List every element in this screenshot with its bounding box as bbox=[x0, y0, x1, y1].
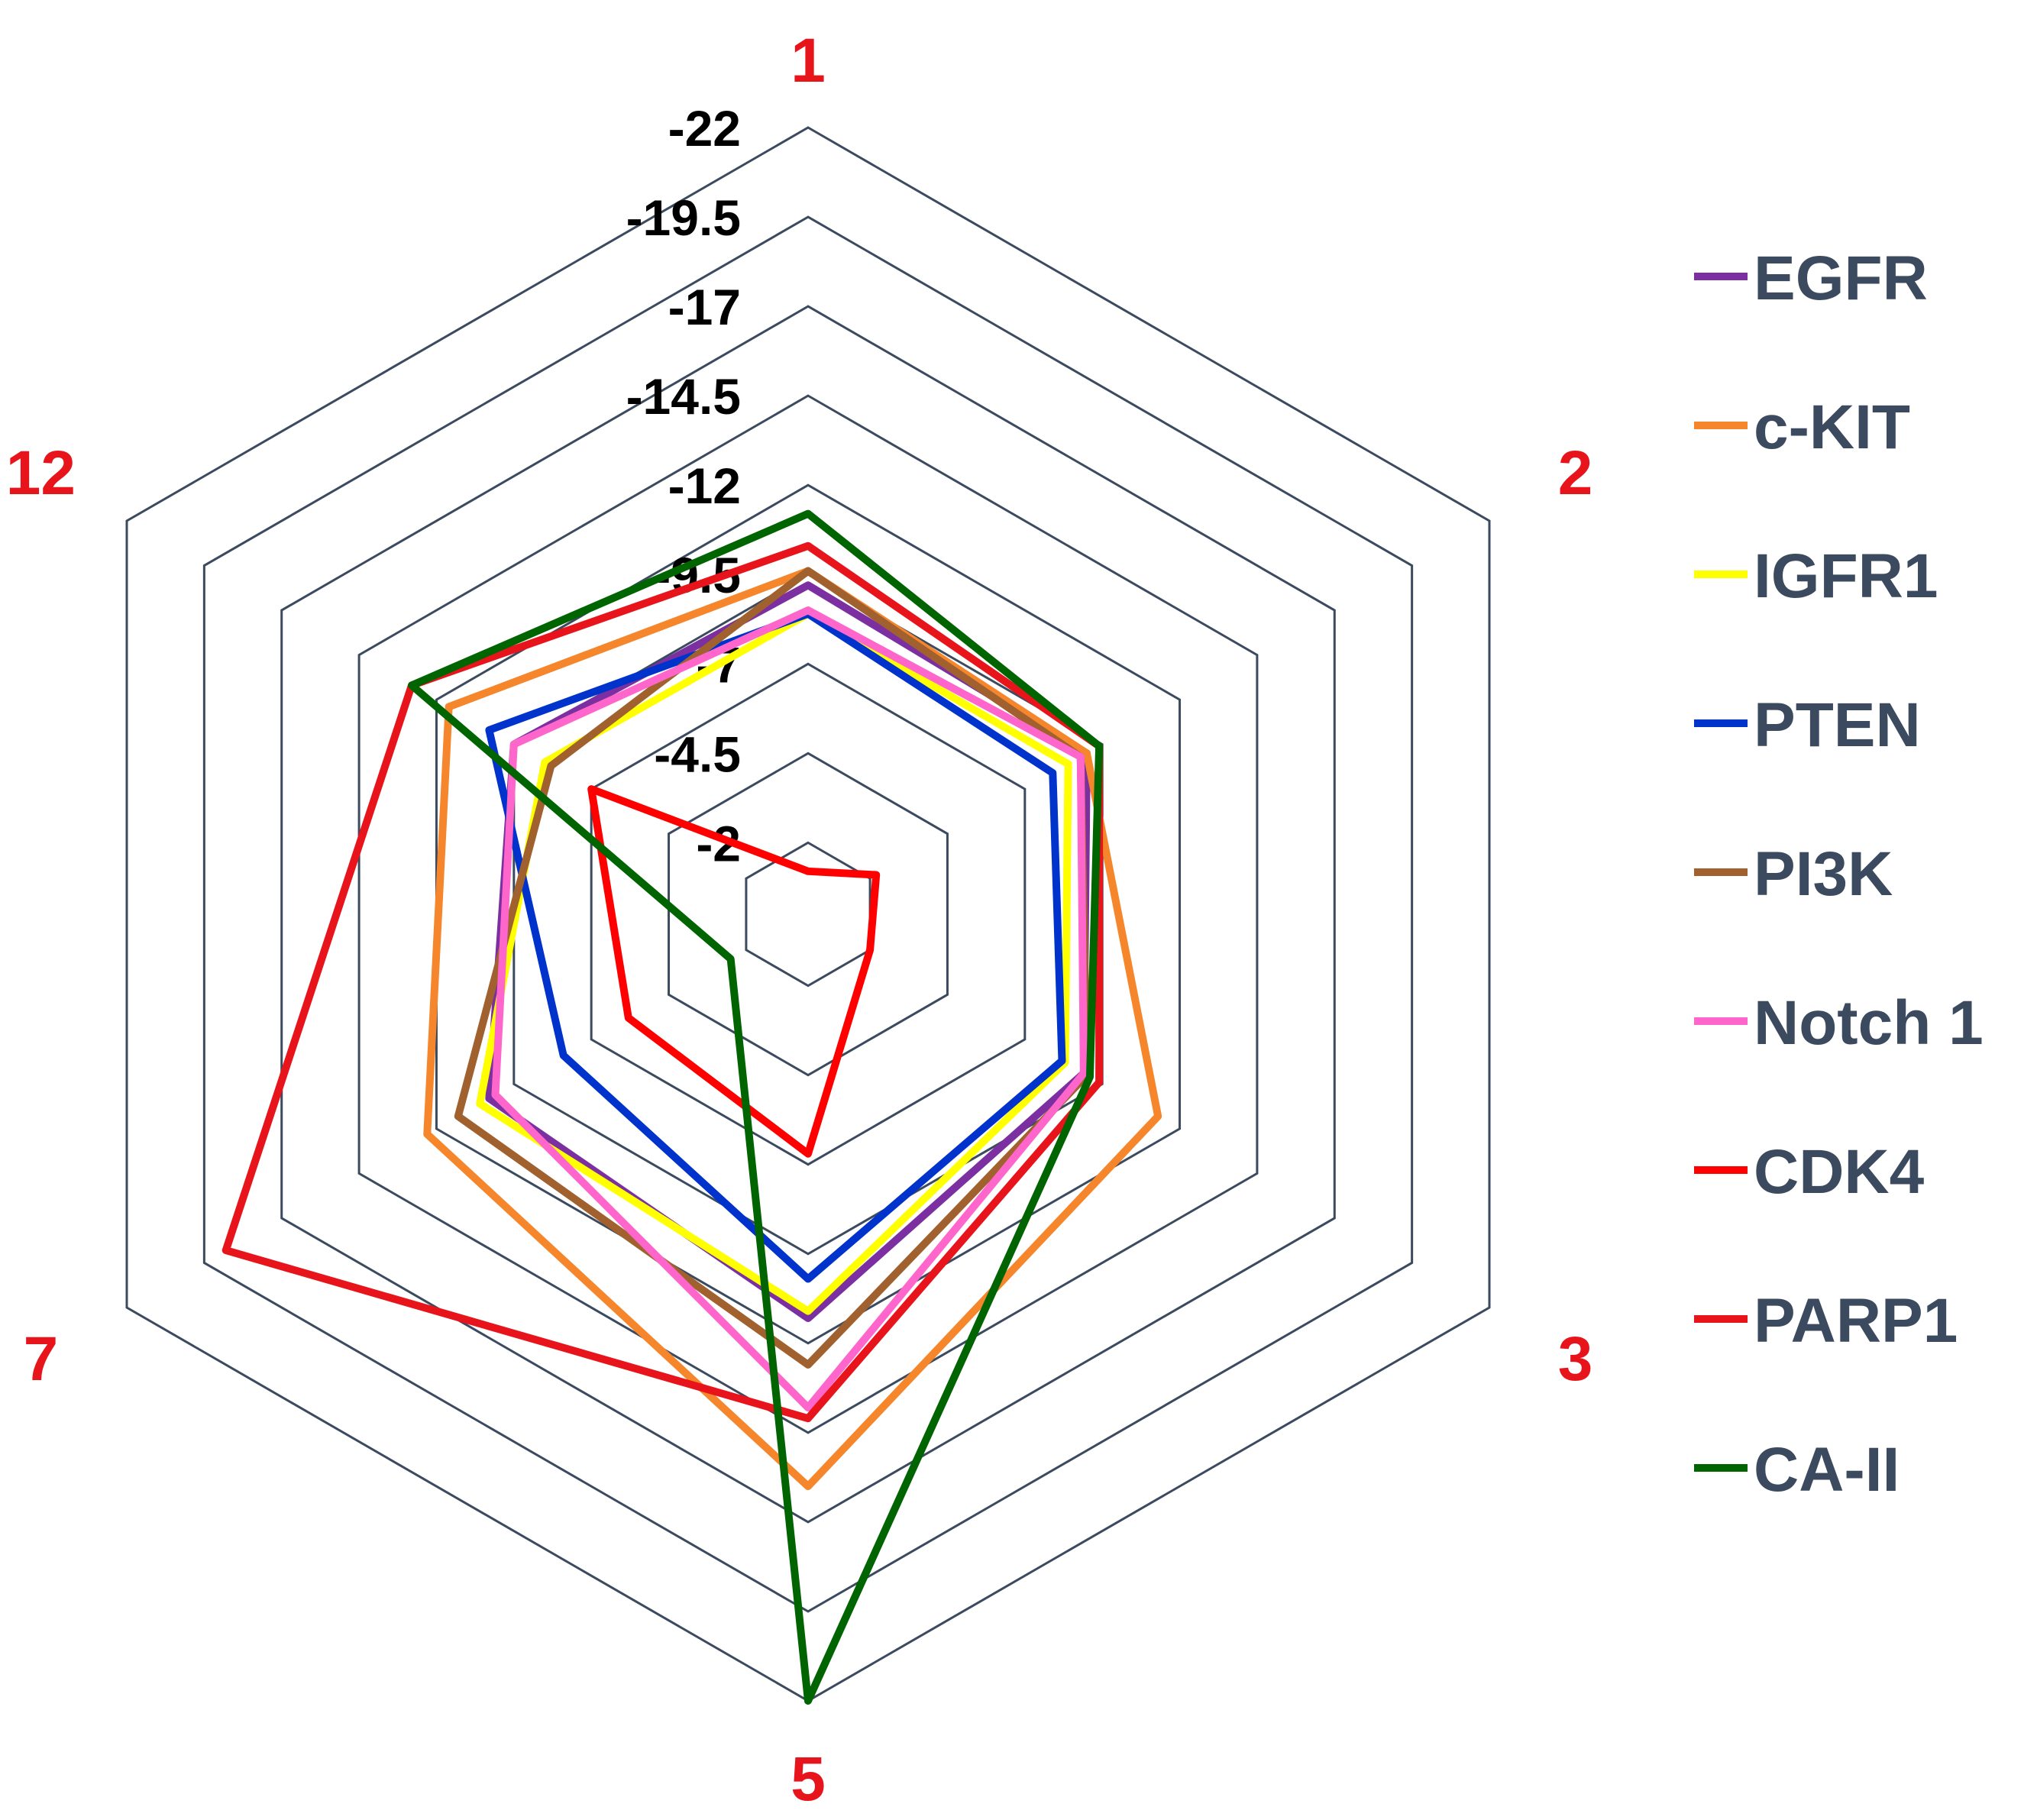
grid-ring bbox=[280, 305, 1336, 1524]
category-label-7: 7 bbox=[24, 1324, 59, 1394]
category-label-12: 12 bbox=[6, 438, 76, 508]
tick-label: -17 bbox=[668, 279, 741, 335]
category-label-3: 3 bbox=[1558, 1324, 1593, 1394]
series-line-pten bbox=[485, 609, 1066, 1283]
legend-label: PARP1 bbox=[1754, 1286, 1958, 1356]
legend: EGFR c-KIT IGFR1 PTEN PI3K Notch 1 CDK4 PARP1 CA… bbox=[1694, 244, 1984, 1505]
category-label-2: 2 bbox=[1558, 438, 1593, 508]
legend-label: c-KIT bbox=[1754, 393, 1910, 462]
series-lines bbox=[221, 509, 1162, 1705]
grid-ring bbox=[357, 394, 1259, 1434]
tick-label: -12 bbox=[668, 457, 741, 514]
grid-ring bbox=[668, 752, 949, 1077]
legend-label: PTEN bbox=[1754, 690, 1921, 760]
legend-label: IGFR1 bbox=[1754, 541, 1938, 611]
legend-label: CA-II bbox=[1754, 1435, 1900, 1505]
legend-label: CDK4 bbox=[1754, 1137, 1925, 1207]
series-line-c-kit bbox=[423, 567, 1162, 1491]
tick-label: -14.5 bbox=[626, 368, 741, 425]
grid-ring bbox=[745, 841, 871, 988]
legend-label: EGFR bbox=[1754, 244, 1928, 313]
grid-ring bbox=[202, 215, 1414, 1613]
category-label-1: 1 bbox=[791, 26, 826, 95]
grid-rings bbox=[125, 126, 1491, 1702]
grid-ring bbox=[125, 126, 1491, 1702]
grid-ring bbox=[435, 483, 1182, 1345]
series-line-cdk4 bbox=[587, 785, 881, 1158]
tick-label: -22 bbox=[668, 100, 741, 157]
legend-label: PI3K bbox=[1754, 839, 1893, 909]
tick-label: -19.5 bbox=[626, 189, 741, 246]
tick-label: -4.5 bbox=[654, 726, 741, 782]
series-line-notch-1 bbox=[491, 606, 1088, 1412]
series-line-ca-ii bbox=[408, 509, 1104, 1705]
category-label-5: 5 bbox=[791, 1744, 826, 1814]
axis-tick-labels: -2-4.5-7-9.5-12-14.5-17-19.5-22 bbox=[626, 100, 741, 871]
legend-label: Notch 1 bbox=[1754, 988, 1984, 1058]
series-line-igfr1 bbox=[476, 609, 1072, 1315]
